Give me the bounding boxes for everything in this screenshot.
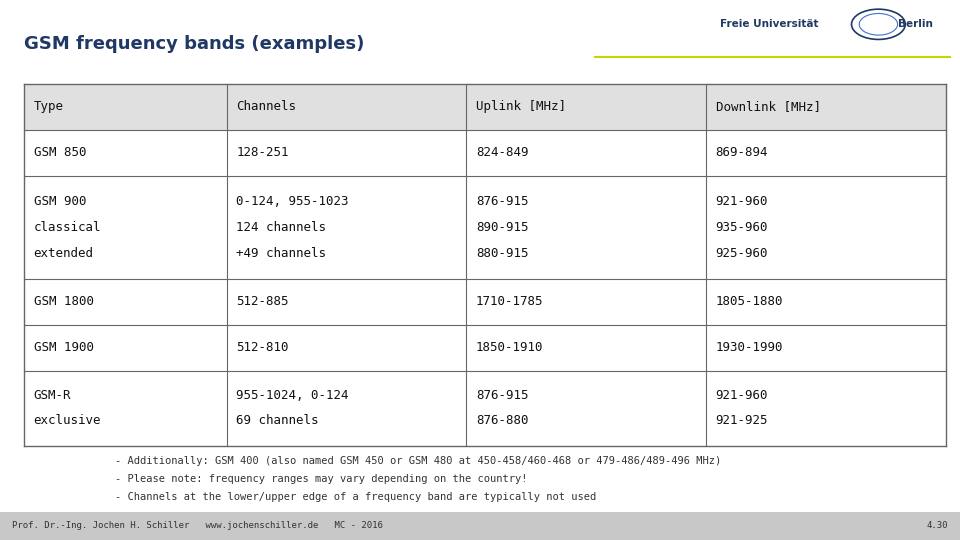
Text: 1805-1880: 1805-1880 — [715, 295, 783, 308]
Text: Freie Universität: Freie Universität — [720, 19, 819, 29]
Text: 512-885: 512-885 — [236, 295, 289, 308]
Text: - Channels at the lower/upper edge of a frequency band are typically not used: - Channels at the lower/upper edge of a … — [115, 492, 596, 502]
Text: 128-251: 128-251 — [236, 146, 289, 159]
Text: Type: Type — [34, 100, 63, 113]
Text: Downlink [MHz]: Downlink [MHz] — [715, 100, 821, 113]
Text: 824-849: 824-849 — [476, 146, 528, 159]
Text: 955-1024, 0-124: 955-1024, 0-124 — [236, 389, 348, 402]
Bar — [24, 176, 946, 279]
Text: 876-915: 876-915 — [476, 389, 528, 402]
Text: 869-894: 869-894 — [715, 146, 768, 159]
Bar — [24, 279, 946, 325]
Text: 124 channels: 124 channels — [236, 221, 326, 234]
Text: 925-960: 925-960 — [715, 247, 768, 260]
Text: GSM 1800: GSM 1800 — [34, 295, 93, 308]
Text: Uplink [MHz]: Uplink [MHz] — [476, 100, 566, 113]
Text: exclusive: exclusive — [34, 414, 101, 427]
Text: 921-960: 921-960 — [715, 195, 768, 208]
Text: 69 channels: 69 channels — [236, 414, 319, 427]
Text: classical: classical — [34, 221, 101, 234]
Text: 935-960: 935-960 — [715, 221, 768, 234]
Text: 1930-1990: 1930-1990 — [715, 341, 783, 354]
Text: 512-810: 512-810 — [236, 341, 289, 354]
Bar — [24, 325, 946, 371]
Text: - Please note: frequency ranges may vary depending on the country!: - Please note: frequency ranges may vary… — [115, 474, 528, 484]
Bar — [24, 130, 946, 176]
Text: GSM frequency bands (examples): GSM frequency bands (examples) — [24, 35, 365, 53]
Text: 1710-1785: 1710-1785 — [476, 295, 543, 308]
Text: 4.30: 4.30 — [927, 522, 948, 530]
Text: 876-915: 876-915 — [476, 195, 528, 208]
Text: 890-915: 890-915 — [476, 221, 528, 234]
Text: GSM 1900: GSM 1900 — [34, 341, 93, 354]
Text: 921-925: 921-925 — [715, 414, 768, 427]
Bar — [24, 371, 946, 446]
Text: Channels: Channels — [236, 100, 297, 113]
Text: GSM 850: GSM 850 — [34, 146, 86, 159]
Text: GSM 900: GSM 900 — [34, 195, 86, 208]
Text: Berlin: Berlin — [898, 19, 932, 29]
Bar — [0, 512, 960, 540]
Text: 1850-1910: 1850-1910 — [476, 341, 543, 354]
Text: 0-124, 955-1023: 0-124, 955-1023 — [236, 195, 348, 208]
Text: 880-915: 880-915 — [476, 247, 528, 260]
Text: extended: extended — [34, 247, 93, 260]
Text: 876-880: 876-880 — [476, 414, 528, 427]
Text: GSM-R: GSM-R — [34, 389, 71, 402]
Text: +49 channels: +49 channels — [236, 247, 326, 260]
Text: - Additionally: GSM 400 (also named GSM 450 or GSM 480 at 450-458/460-468 or 479: - Additionally: GSM 400 (also named GSM … — [115, 456, 722, 467]
Text: 921-960: 921-960 — [715, 389, 768, 402]
Text: Prof. Dr.-Ing. Jochen H. Schiller   www.jochenschiller.de   MC - 2016: Prof. Dr.-Ing. Jochen H. Schiller www.jo… — [12, 522, 382, 530]
Bar — [24, 84, 946, 130]
